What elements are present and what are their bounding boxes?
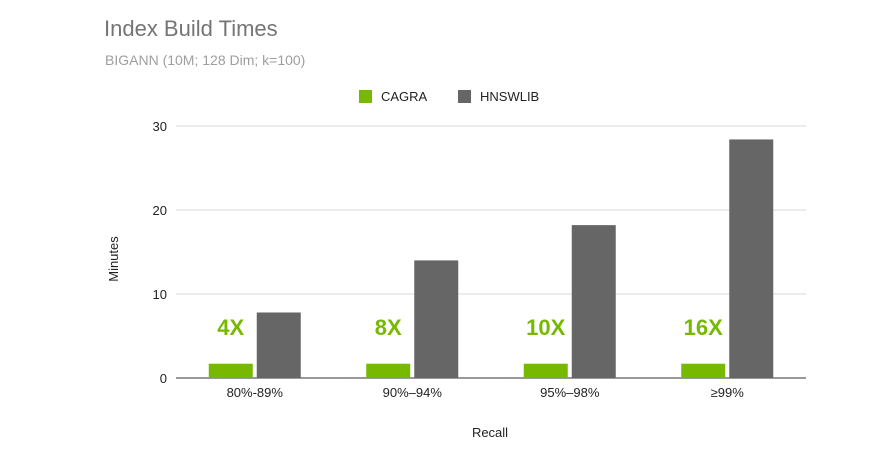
y-tick-label: 0 [160,371,167,386]
y-tick-label: 10 [153,287,167,302]
y-axis-label: Minutes [106,236,121,282]
legend: CAGRA HNSWLIB [359,89,539,104]
bar-cagra-1 [208,363,253,378]
speedup-annotation: 16X [684,315,723,340]
bar-hnswlib-1 [256,312,301,378]
chart-title: Index Build Times [104,16,278,41]
tick-labels: 0 10 20 30 80%-89% 90%–94% 95%–98% ≥99% [153,119,745,400]
legend-label-hnswlib: HNSWLIB [480,89,539,104]
x-tick-label: ≥99% [711,385,745,400]
bar-hnswlib-2 [414,260,459,378]
bars [208,139,774,378]
bar-hnswlib-3 [571,225,616,378]
x-tick-label: 80%-89% [227,385,284,400]
legend-label-cagra: CAGRA [381,89,428,104]
bar-cagra-2 [366,363,411,378]
annotations: 4X 8X 10X 16X [217,315,723,340]
chart-subtitle: BIGANN (10M; 128 Dim; k=100) [105,52,306,68]
y-tick-label: 30 [153,119,167,134]
legend-swatch-cagra [359,90,372,103]
y-tick-label: 20 [153,203,167,218]
legend-swatch-hnswlib [458,90,471,103]
bar-hnswlib-4 [729,139,774,378]
x-tick-label: 95%–98% [540,385,600,400]
speedup-annotation: 8X [375,315,402,340]
speedup-annotation: 4X [217,315,244,340]
x-tick-label: 90%–94% [383,385,443,400]
x-axis-label: Recall [472,425,508,440]
bar-cagra-4 [681,363,726,378]
speedup-annotation: 10X [526,315,565,340]
bar-cagra-3 [523,363,568,378]
